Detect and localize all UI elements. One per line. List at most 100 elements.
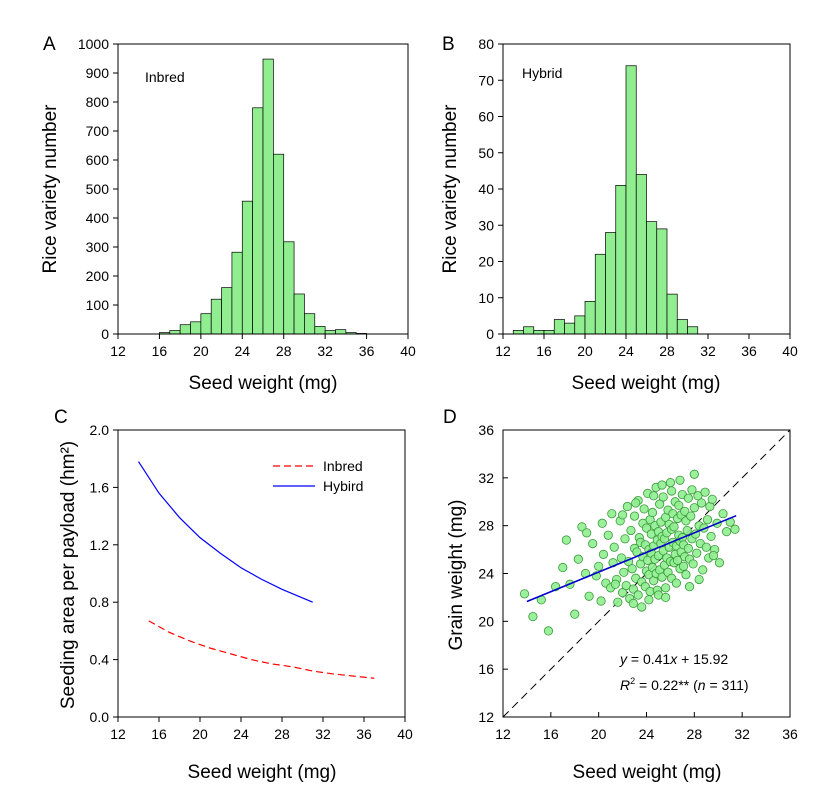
hist-bar-a-8 (241, 200, 253, 335)
scatter-point (610, 579, 621, 589)
scatter-point (558, 562, 568, 573)
scatter-point (637, 602, 647, 612)
scatter-point (621, 580, 631, 591)
scatter-point (626, 525, 636, 536)
x-tick-label-c-1: 16 (151, 726, 167, 742)
scatter-point (684, 582, 695, 592)
scatter-point (649, 491, 659, 501)
scatter-point (692, 548, 702, 558)
y-tick-label-a-2: 200 (86, 268, 110, 284)
hist-bar-a-17 (335, 329, 347, 335)
hist-bar-a-15 (314, 326, 326, 335)
panel-c-ylabel: Seeding area per payload (hm²) (58, 441, 79, 709)
x-tick-label-a-6: 36 (359, 343, 375, 359)
scatter-point (597, 518, 607, 528)
panel-d-stats: R2 = 0.22** (n = 311) (620, 676, 749, 693)
panel-d-xlabel: Seed weight (mg) (573, 762, 722, 783)
series-line-hybird (137, 461, 313, 603)
scatter-point (617, 588, 628, 598)
hist-bar-a-7 (231, 251, 243, 335)
scatter-point (672, 555, 683, 565)
hist-bar-b-3 (543, 330, 555, 335)
hist-bar-a-3 (190, 321, 202, 335)
scatter-point (582, 528, 592, 538)
scatter-point (665, 478, 676, 488)
scatter-point (714, 558, 725, 568)
scatter-point (661, 592, 671, 603)
scatter-point (528, 611, 538, 622)
y-tick-label-a-10: 1000 (78, 36, 109, 52)
y-tick-label-a-5: 500 (86, 181, 110, 197)
scatter-point (661, 583, 671, 593)
eq-end: + 15.92 (677, 651, 728, 667)
scatter-point (622, 501, 632, 512)
hist-bar-b-1 (523, 326, 535, 335)
panel-a-xlabel: Seed weight (mg) (189, 373, 338, 394)
scatter-point (730, 524, 740, 534)
panel-c-line-chart: C Seed weight (mg) Seeding area per payl… (54, 407, 413, 783)
hist-bar-b-12 (635, 174, 647, 335)
y-tick-label-a-3: 300 (86, 239, 110, 255)
x-tick-label-c-4: 28 (274, 726, 290, 742)
scatter-point (658, 492, 668, 502)
scatter-point (573, 554, 583, 564)
stat-end: = 311) (706, 677, 749, 693)
hist-bar-a-2 (179, 324, 191, 335)
hist-bar-a-16 (324, 330, 336, 335)
y-tick-label-b-3: 30 (478, 217, 494, 233)
scatter-point (675, 475, 685, 485)
y-tick-label-d-4: 28 (478, 518, 494, 534)
scatter-point (689, 503, 699, 513)
scatter-point (678, 561, 689, 571)
scatter-point (693, 491, 703, 501)
hist-bar-b-8 (594, 253, 606, 335)
panel-b-histogram: B Hybrid Seed weight (mg) Rice variety n… (440, 34, 798, 394)
scatter-point (681, 570, 691, 580)
scatter-point (631, 498, 641, 508)
hist-bar-a-13 (293, 293, 305, 335)
panel-b-letter: B (442, 34, 455, 55)
x-tick-label-b-3: 24 (618, 343, 634, 359)
y-tick-label-d-3: 24 (478, 566, 494, 582)
x-tick-label-c-6: 36 (356, 726, 372, 742)
scatter-point (667, 486, 677, 496)
scatter-point (674, 500, 684, 510)
x-tick-label-b-7: 40 (782, 343, 798, 359)
scatter-point (633, 590, 643, 600)
hist-bar-b-5 (564, 322, 576, 335)
x-tick-label-c-2: 20 (192, 726, 208, 742)
eq-mid: = 0.41 (627, 651, 670, 667)
x-tick-label-a-3: 24 (234, 343, 250, 359)
scatter-point (596, 596, 606, 606)
hist-bar-b-0 (512, 330, 524, 335)
x-tick-label-a-0: 12 (110, 343, 126, 359)
y-tick-label-b-5: 50 (478, 145, 494, 161)
y-tick-label-d-1: 16 (478, 661, 494, 677)
panel-b-annotation: Hybrid (522, 65, 562, 81)
hist-bar-a-1 (169, 330, 181, 335)
scatter-point (689, 469, 699, 479)
x-tick-label-b-0: 12 (495, 343, 511, 359)
plot-frame-b (502, 43, 791, 335)
scatter-point (688, 559, 698, 569)
y-tick-label-c-0: 0.0 (90, 709, 110, 725)
y-tick-label-d-5: 32 (478, 470, 494, 486)
panel-a-histogram: A Inbred Seed weight (mg) Rice variety n… (40, 34, 416, 394)
hist-bar-b-10 (615, 185, 627, 335)
scatter-point (644, 595, 654, 605)
panel-d-scatter: D Seed weight (mg) Grain weight (mg) 12 1… (443, 407, 798, 783)
x-tick-label-b-1: 16 (536, 343, 552, 359)
hist-bar-b-14 (656, 228, 668, 335)
y-tick-label-b-7: 70 (478, 72, 494, 88)
hist-bar-a-4 (200, 313, 212, 335)
hist-bar-b-15 (666, 293, 678, 335)
y-tick-label-b-6: 60 (478, 109, 494, 125)
panel-d-equation: y = 0.41x + 15.92 (619, 651, 728, 667)
y-tick-label-b-4: 40 (478, 181, 494, 197)
y-tick-label-a-6: 600 (86, 152, 110, 168)
hist-bar-a-10 (262, 58, 274, 335)
x-tick-label-b-5: 32 (700, 343, 716, 359)
eq-y: y (619, 651, 628, 667)
scatter-point (627, 564, 637, 574)
